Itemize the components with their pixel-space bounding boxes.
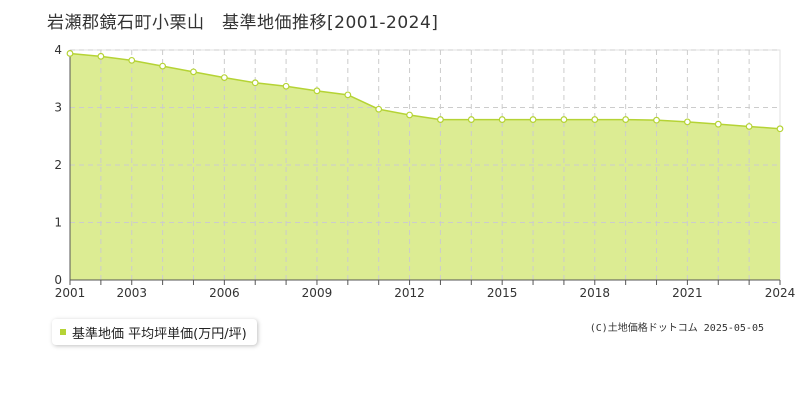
data-point <box>282 82 290 90</box>
y-tick-label: 1 <box>54 216 62 230</box>
y-tick-label: 4 <box>54 43 62 57</box>
data-point <box>190 68 197 76</box>
data-point <box>97 52 105 60</box>
data-point <box>529 116 537 123</box>
x-tick-label: 2001 <box>55 286 86 300</box>
data-point <box>714 120 722 128</box>
data-point <box>622 116 630 123</box>
x-tick-label: 2018 <box>580 286 611 300</box>
y-tick-label: 2 <box>54 158 62 172</box>
y-tick-label: 3 <box>54 101 62 115</box>
data-point <box>683 118 691 126</box>
data-point <box>128 56 136 64</box>
legend-label: 基準地価 平均坪単価(万円/坪) <box>72 326 247 342</box>
x-tick-label: 2003 <box>116 286 147 300</box>
legend: 基準地価 平均坪単価(万円/坪) <box>52 319 257 345</box>
credit-text: (C)土地価格ドットコム 2025-05-05 <box>589 323 764 334</box>
x-tick-label: 2015 <box>487 286 518 300</box>
x-tick-label: 2009 <box>302 286 333 300</box>
data-point <box>776 125 784 133</box>
data-point <box>745 123 753 130</box>
series-line <box>69 52 781 130</box>
data-point <box>344 91 352 99</box>
data-point <box>66 50 74 57</box>
legend-swatch <box>60 329 66 335</box>
data-point <box>375 105 383 113</box>
x-tick-label: 2006 <box>209 286 240 300</box>
chart-title: 岩瀬郡鏡石町小栗山 基準地価推移[2001-2024] <box>47 13 439 33</box>
data-point <box>220 74 228 81</box>
x-tick-label: 2021 <box>672 286 703 300</box>
data-point <box>467 116 475 123</box>
area-fill <box>70 53 780 281</box>
data-point <box>498 116 506 123</box>
y-tick-label: 0 <box>54 273 62 287</box>
x-tick-label: 2012 <box>394 286 425 300</box>
data-point <box>591 116 599 123</box>
data-point <box>313 87 321 95</box>
x-tick-label: 2024 <box>765 286 796 300</box>
data-point <box>437 116 444 123</box>
data-point <box>159 62 167 70</box>
data-point <box>653 116 660 124</box>
data-point <box>560 116 568 123</box>
data-point <box>251 79 259 87</box>
data-point <box>406 111 413 119</box>
